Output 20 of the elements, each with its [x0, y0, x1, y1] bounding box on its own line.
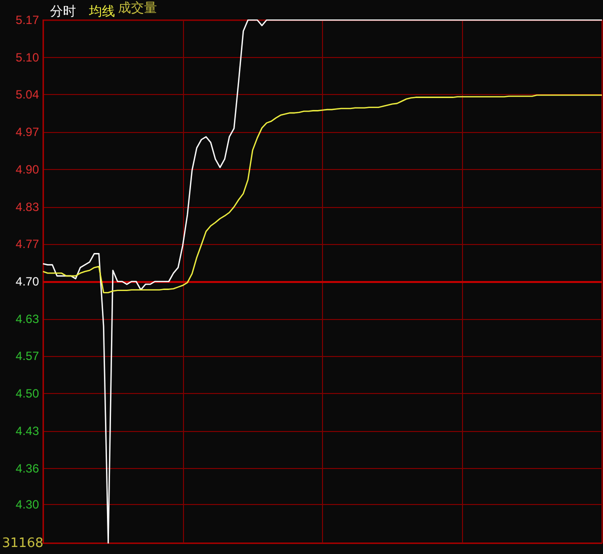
y-tick-label: 5.04 [16, 88, 40, 102]
y-tick-label: 4.97 [16, 124, 40, 139]
y-tick-label: 5.17 [16, 13, 40, 27]
y-tick-label: 4.63 [16, 312, 40, 326]
y-tick-label: 4.36 [16, 461, 40, 476]
line-series [42, 94, 603, 294]
text: 均线 [88, 4, 115, 20]
text: 成交量 [118, 0, 157, 16]
y-tick-label: 4.77 [16, 237, 40, 252]
y-tick-label: 4.83 [16, 200, 40, 214]
y-tick-label: 4.50 [16, 386, 40, 400]
y-tick-label: 4.43 [16, 424, 40, 438]
y-tick-label: 4.70 [16, 274, 40, 288]
y-tick-label: 4.30 [16, 498, 40, 512]
annotation: 31168 [2, 536, 44, 551]
text: 分时 [50, 4, 76, 20]
y-tick-label: 4.57 [16, 349, 40, 364]
line-series [42, 19, 603, 544]
y-tick-label: 5.10 [16, 50, 40, 64]
y-tick-label: 4.90 [16, 162, 40, 177]
